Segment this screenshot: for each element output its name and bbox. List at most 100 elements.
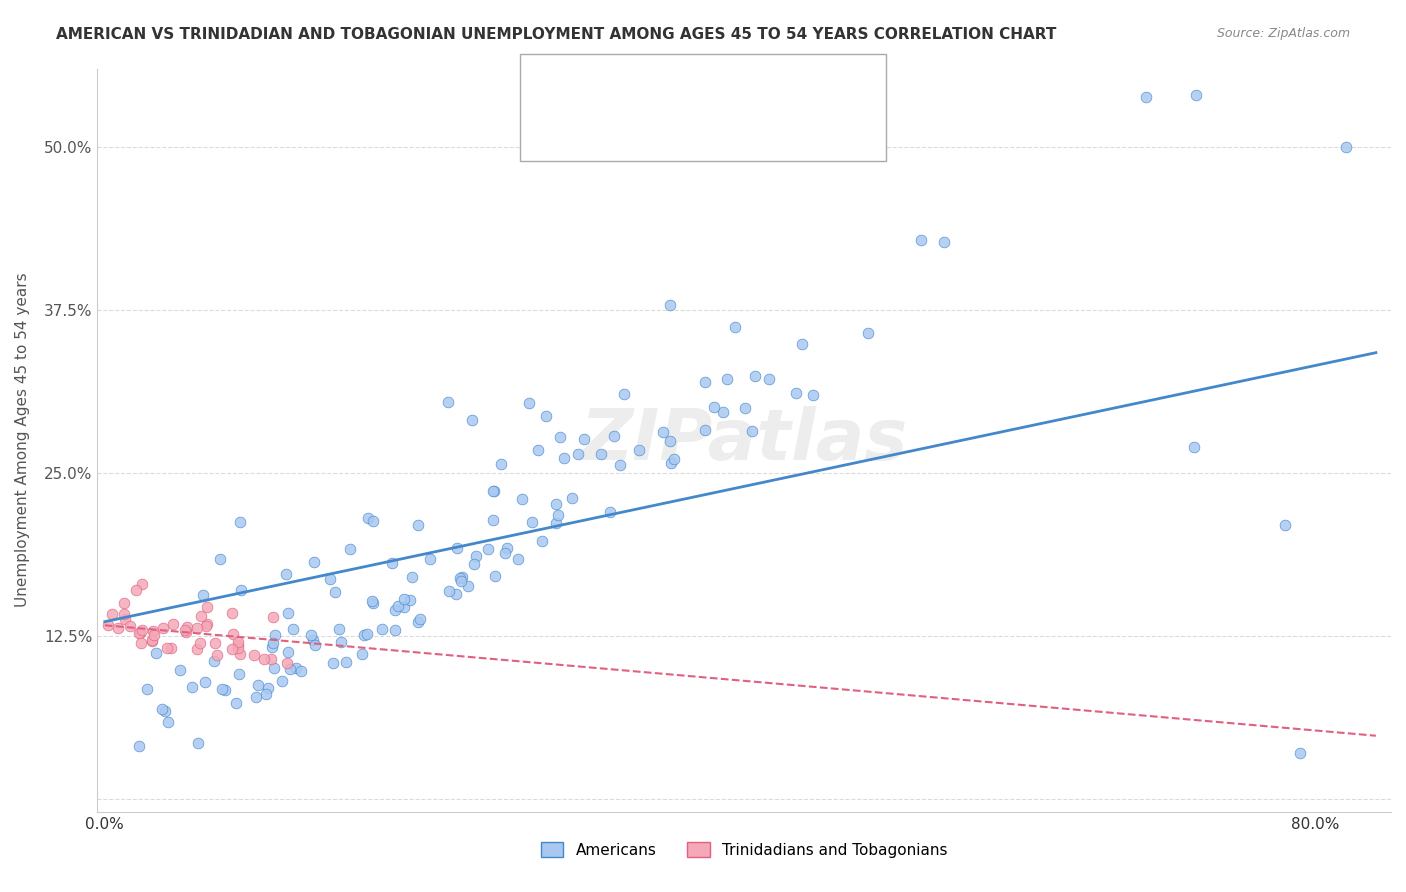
Point xyxy=(437,395,460,409)
Point xyxy=(174,623,197,637)
Point xyxy=(548,430,571,444)
Point xyxy=(262,640,284,654)
Point xyxy=(152,621,174,635)
Legend: Americans, Trinidadians and Tobagonians: Americans, Trinidadians and Tobagonians xyxy=(534,836,953,863)
Point xyxy=(150,702,173,716)
Point xyxy=(262,635,284,649)
Text: -0.241: -0.241 xyxy=(623,105,682,123)
Point xyxy=(547,508,569,522)
Point xyxy=(131,576,153,591)
Point xyxy=(651,425,673,440)
Point xyxy=(496,541,519,556)
Point xyxy=(932,235,955,250)
Point xyxy=(143,628,166,642)
Point xyxy=(226,639,249,653)
Point xyxy=(301,632,323,647)
Point xyxy=(107,621,129,635)
Point xyxy=(229,515,252,529)
Text: 45: 45 xyxy=(717,105,747,123)
Point xyxy=(221,642,243,657)
Point xyxy=(180,680,202,694)
Point xyxy=(205,648,228,663)
Point xyxy=(599,505,621,519)
Text: R =: R = xyxy=(582,74,619,92)
Text: N =: N = xyxy=(681,105,717,123)
Point xyxy=(785,386,807,401)
Point xyxy=(283,622,305,636)
Point xyxy=(792,337,814,351)
Point xyxy=(553,450,575,465)
Point xyxy=(186,642,208,657)
Point xyxy=(628,442,651,457)
Point xyxy=(221,606,243,620)
Point xyxy=(276,656,298,670)
Point xyxy=(211,682,233,697)
Point xyxy=(290,665,312,679)
Point xyxy=(801,388,824,402)
Point xyxy=(277,645,299,659)
Point xyxy=(527,442,550,457)
Point xyxy=(703,400,725,414)
Point xyxy=(510,491,533,506)
Point xyxy=(225,697,247,711)
Text: N =: N = xyxy=(681,74,717,92)
Point xyxy=(112,596,135,610)
Point xyxy=(330,635,353,649)
Point xyxy=(609,458,631,472)
Point xyxy=(449,570,471,584)
Point xyxy=(381,556,404,570)
Point xyxy=(204,636,226,650)
Point xyxy=(734,401,756,416)
Point xyxy=(162,616,184,631)
Point xyxy=(263,661,285,675)
Point xyxy=(450,574,472,588)
Point xyxy=(114,607,136,622)
Point xyxy=(335,655,357,669)
Point xyxy=(613,387,636,401)
Point xyxy=(135,682,157,697)
Point xyxy=(194,619,217,633)
Point xyxy=(141,634,163,648)
Point xyxy=(1135,90,1157,104)
Point xyxy=(145,646,167,660)
Point xyxy=(482,513,505,527)
Point xyxy=(371,622,394,636)
Point xyxy=(406,615,429,629)
Point xyxy=(319,572,342,586)
Point xyxy=(274,567,297,582)
Point xyxy=(419,551,441,566)
Point xyxy=(517,396,540,410)
Point xyxy=(508,551,530,566)
Point xyxy=(277,606,299,620)
Point xyxy=(744,369,766,384)
Point xyxy=(352,647,374,661)
Point xyxy=(194,675,217,690)
Point xyxy=(589,447,612,461)
Point xyxy=(129,626,152,640)
Point xyxy=(444,587,467,601)
Point xyxy=(169,663,191,677)
Point xyxy=(128,739,150,753)
Point xyxy=(141,632,163,647)
Point xyxy=(392,591,415,606)
Point xyxy=(128,625,150,640)
Point xyxy=(603,429,626,443)
Point xyxy=(101,607,124,622)
Point xyxy=(437,583,460,598)
Point xyxy=(659,434,682,449)
Point xyxy=(264,628,287,642)
Text: R =: R = xyxy=(582,105,619,123)
Point xyxy=(221,627,243,641)
Point xyxy=(1334,140,1357,154)
Point xyxy=(202,654,225,668)
Point xyxy=(188,636,211,650)
Point xyxy=(131,623,153,637)
Point xyxy=(463,557,485,571)
Point xyxy=(209,551,232,566)
Point xyxy=(398,592,420,607)
Point xyxy=(228,667,250,681)
Point xyxy=(464,549,486,563)
Point xyxy=(856,326,879,341)
Point xyxy=(155,704,177,718)
Point xyxy=(191,588,214,602)
